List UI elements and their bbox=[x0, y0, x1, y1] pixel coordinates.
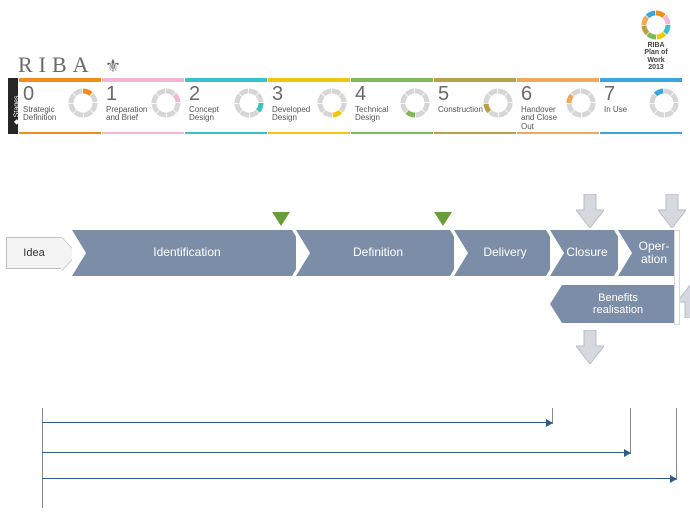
stage-donut-icon bbox=[151, 88, 181, 123]
idea-box: Idea bbox=[6, 237, 62, 269]
stage-label: Technical Design bbox=[355, 106, 401, 123]
stage-gutter: ◆ Stages bbox=[8, 78, 18, 134]
stage-2: 2 Concept Design bbox=[185, 78, 267, 134]
stage-donut-icon bbox=[68, 88, 98, 123]
stage-donut-icon bbox=[400, 88, 430, 123]
stage-donut-icon bbox=[234, 88, 264, 123]
benefits-box: Benefitsrealisation bbox=[562, 285, 674, 323]
stage-label: Construction bbox=[438, 106, 484, 114]
gantt-line bbox=[42, 478, 676, 479]
stage-7: 7 In Use bbox=[600, 78, 682, 134]
process-step: Closure bbox=[550, 230, 614, 276]
gantt-tick bbox=[630, 408, 631, 454]
process-step: Oper-ation bbox=[618, 230, 680, 276]
gantt-line bbox=[42, 452, 630, 453]
process-step-label: Definition bbox=[339, 246, 407, 259]
stage-donut-icon bbox=[649, 88, 679, 123]
process-row: Idea Identification Definition Delivery Clo… bbox=[0, 230, 690, 276]
stage-label: Concept Design bbox=[189, 106, 235, 123]
stage-3: 3 Developed Design bbox=[268, 78, 350, 134]
marker-triangle bbox=[434, 212, 452, 226]
stage-0: 0 Strategic Definition bbox=[19, 78, 101, 134]
gantt-tick bbox=[676, 408, 677, 480]
stage-row: ◆ Stages 0 Strategic Definition 1 Prepar… bbox=[8, 78, 682, 134]
stage-6: 6 Handover and Close Out bbox=[517, 78, 599, 134]
stage-4: 4 Technical Design bbox=[351, 78, 433, 134]
process-step-label: Identification bbox=[139, 246, 224, 259]
process-step-label: Oper-ation bbox=[625, 240, 674, 266]
riba-logo-text: RIBA bbox=[18, 52, 93, 77]
stage-label: In Use bbox=[604, 106, 650, 114]
process-step: Definition bbox=[296, 230, 450, 276]
stage-label: Handover and Close Out bbox=[521, 106, 567, 131]
riba-badge: RIBA Plan of Work 2013 bbox=[632, 10, 680, 71]
gantt-line bbox=[42, 422, 552, 423]
riba-badge-text: RIBA Plan of Work 2013 bbox=[632, 42, 680, 71]
arrow-down-icon bbox=[576, 330, 604, 369]
marker-triangle bbox=[272, 212, 290, 226]
stage-donut-icon bbox=[317, 88, 347, 123]
idea-label: Idea bbox=[23, 247, 44, 259]
stage-1: 1 Preparation and Brief bbox=[102, 78, 184, 134]
process-step-label: Delivery bbox=[469, 246, 530, 259]
process-step: Identification bbox=[72, 230, 292, 276]
gantt bbox=[42, 408, 678, 508]
stage-label: Strategic Definition bbox=[23, 106, 69, 123]
arrow-down-icon bbox=[658, 194, 686, 233]
stage-5: 5 Construction bbox=[434, 78, 516, 134]
benefits-label: Benefitsrealisation bbox=[593, 292, 643, 316]
process-step: Delivery bbox=[454, 230, 546, 276]
stage-label: Developed Design bbox=[272, 106, 318, 123]
stage-label: Preparation and Brief bbox=[106, 106, 152, 123]
divider-bar bbox=[674, 230, 680, 325]
process-step-label: Closure bbox=[552, 246, 611, 259]
gantt-tick bbox=[42, 408, 43, 508]
riba-logo-glyph: ⚜ bbox=[105, 56, 121, 76]
stage-donut-icon bbox=[566, 88, 596, 123]
stage-donut-icon bbox=[483, 88, 513, 123]
riba-logo: RIBA ⚜ bbox=[18, 52, 121, 78]
arrow-down-icon bbox=[576, 194, 604, 233]
riba-header: RIBA ⚜ RIBA Plan of Work 2013 ◆ Stages 0… bbox=[0, 0, 690, 132]
